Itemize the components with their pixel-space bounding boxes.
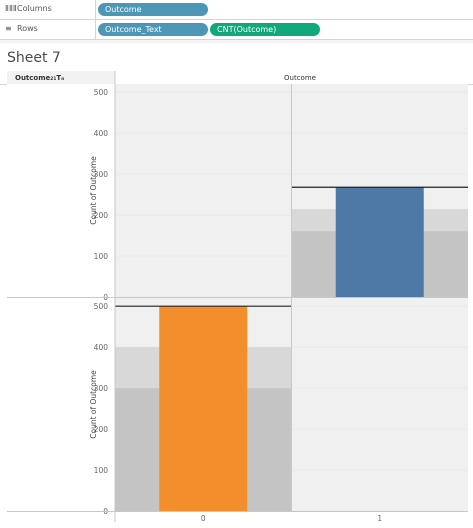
x-tick-label: 1 (377, 514, 382, 523)
y-tick-label: 200 (94, 211, 109, 220)
rows-shelf-label: Rows (17, 24, 38, 33)
row-header-pane (7, 84, 115, 511)
pane-background (291, 298, 468, 511)
shelf-gap (0, 40, 473, 43)
shelf-divider (95, 0, 96, 19)
y-tick-label: 500 (94, 302, 109, 311)
chart-layer: 0 100 200 300 400 500 Count of Outcome 0 100 200 3… (7, 71, 468, 523)
rows-shelf[interactable]: ≡ Rows Outcome_Text CNT(Outcome) (0, 20, 473, 40)
y-tick-label: 300 (94, 170, 109, 179)
pane-background (115, 84, 292, 297)
distribution-band-dark (115, 388, 292, 511)
distribution-band-light (115, 347, 292, 389)
rows-icon: ≡ (5, 24, 12, 33)
y-tick-label: 400 (94, 129, 109, 138)
y-tick-label: 200 (94, 425, 109, 434)
y-tick-label: 0 (103, 293, 108, 302)
y-tick-label: 0 (103, 507, 108, 516)
x-tick-label: 0 (201, 514, 206, 523)
columns-shelf[interactable]: ⅡⅡⅡ Columns Outcome (0, 0, 473, 20)
columns-shelf-label: Columns (17, 4, 52, 13)
distribution-band-light (291, 209, 468, 232)
y-axis-label: Count of Outcome (89, 156, 98, 225)
distribution-band-dark (291, 231, 468, 297)
cnt-outcome-row-pill[interactable]: CNT(Outcome) (210, 23, 320, 36)
y-tick-label: 100 (94, 466, 109, 475)
pane-background (115, 298, 292, 511)
outcome-text-row-pill[interactable]: Outcome_Text (98, 23, 208, 36)
shelf-divider (95, 20, 96, 39)
pane-background (291, 84, 468, 297)
bar (335, 187, 424, 297)
bar (159, 306, 248, 511)
row-label-no-diabetes[interactable]: No Diabetes (15, 402, 61, 411)
outcome-column-pill[interactable]: Outcome (98, 3, 208, 16)
row-label-diabetes[interactable]: Diabetes (15, 187, 49, 196)
column-field-header[interactable]: Outcome (284, 74, 316, 82)
row-field-header[interactable]: Outcome₂₁Tₙ (15, 74, 65, 82)
y-axis-label: Count of Outcome (89, 370, 98, 439)
y-tick-label: 400 (94, 343, 109, 352)
y-tick-label: 500 (94, 88, 109, 97)
y-tick-label: 300 (94, 384, 109, 393)
columns-icon: ⅡⅡⅡ (5, 4, 17, 13)
y-tick-label: 100 (94, 252, 109, 261)
sheet-title: Sheet 7 (7, 50, 61, 66)
row-field-header-cell[interactable] (7, 71, 115, 84)
